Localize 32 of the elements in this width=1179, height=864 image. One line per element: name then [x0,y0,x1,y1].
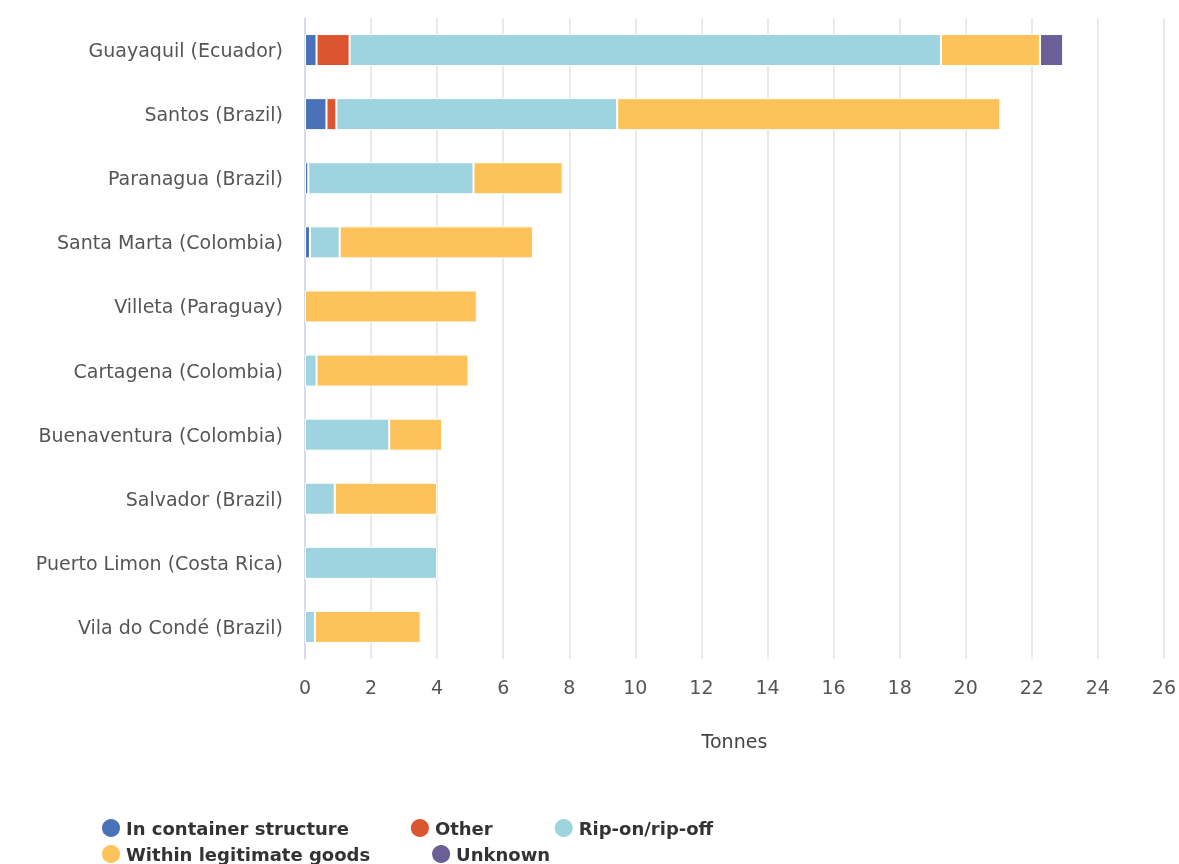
x-tick-label: 2 [365,675,378,698]
bar [305,290,477,323]
x-tick-label: 8 [563,675,576,698]
legend-label: Within legitimate goods [126,843,371,864]
bar [305,546,438,579]
x-axis-title: Tonnes [700,729,768,752]
legend-label: Other [434,817,493,839]
x-tick-label: 20 [953,675,978,698]
x-tick-label: 16 [821,675,846,698]
legend-label: Unknown [456,843,551,864]
x-tick-label: 0 [298,675,312,698]
x-tick-label: 6 [497,675,510,698]
y-tick-label: Vila do Condé (Brazil) [77,615,283,638]
x-tick-label: 22 [1019,675,1044,698]
legend-label: In container structure [126,817,349,839]
y-tick-label: Salvador (Brazil) [125,487,283,510]
x-tick-label: 18 [887,675,912,698]
x-tick-label: 10 [623,675,648,698]
y-tick-label: Santa Marta (Colombia) [57,231,283,254]
x-tick-label: 14 [755,675,780,698]
y-tick-label: Cartagena (Colombia) [73,359,283,382]
legend-label: Rip-on/rip-off [578,817,714,839]
x-tick-label: 4 [431,675,444,698]
y-tick-label: Santos (Brazil) [144,103,283,126]
y-tick-label: Buenaventura (Colombia) [38,423,283,446]
x-tick-label: 12 [689,675,714,698]
x-tick-label: 24 [1085,675,1110,698]
x-tick-label: 26 [1151,675,1177,698]
y-tick-label: Puerto Limon (Costa Rica) [35,551,283,574]
y-tick-label: Villeta (Paraguay) [114,295,283,318]
y-tick-label: Guayaquil (Ecuador) [88,39,283,62]
y-tick-label: Paranagua (Brazil) [107,167,283,190]
